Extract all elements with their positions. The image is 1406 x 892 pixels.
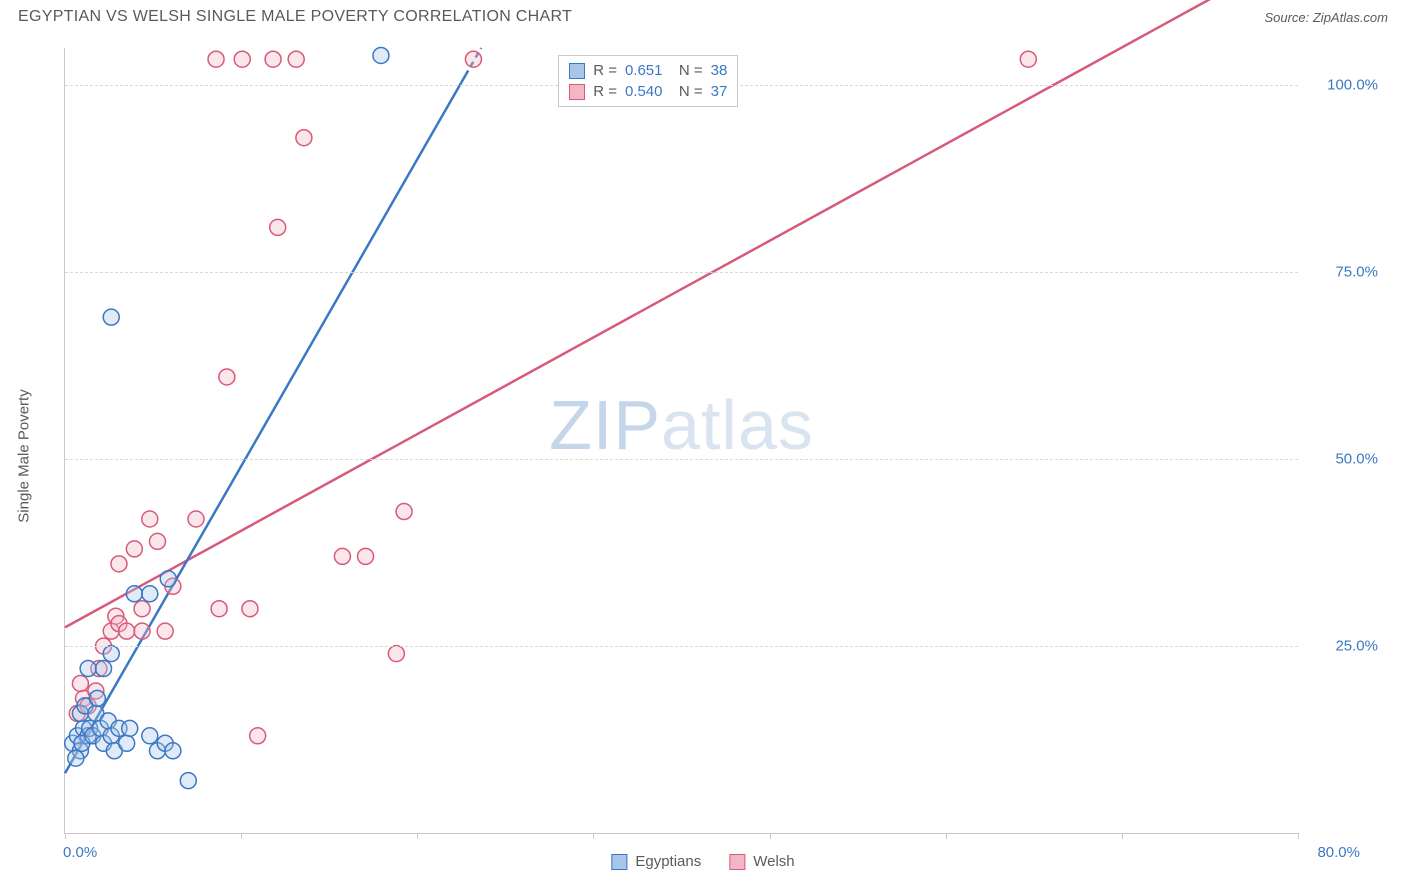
r-value-welsh: 0.540 <box>625 83 663 100</box>
x-tick <box>1298 833 1299 839</box>
r-value-egyptians: 0.651 <box>625 62 663 79</box>
x-tick-label-min: 0.0% <box>63 844 97 861</box>
chart-container: Single Male Poverty ZIPatlas 25.0%50.0%7… <box>18 38 1388 874</box>
x-tick <box>946 833 947 839</box>
legend-swatch-egyptians <box>611 854 627 870</box>
gridline-h <box>65 459 1298 460</box>
gridline-h <box>65 646 1298 647</box>
y-tick-label: 100.0% <box>1308 77 1378 94</box>
y-tick-label: 50.0% <box>1308 451 1378 468</box>
x-tick <box>417 833 418 839</box>
x-tick <box>241 833 242 839</box>
y-tick-label: 25.0% <box>1308 638 1378 655</box>
x-tick <box>770 833 771 839</box>
n-value-egyptians: 38 <box>711 62 728 79</box>
x-tick <box>593 833 594 839</box>
x-tick <box>1122 833 1123 839</box>
y-tick-label: 75.0% <box>1308 264 1378 281</box>
x-tick-label-max: 80.0% <box>1317 844 1360 861</box>
legend-swatch-welsh-top <box>569 84 585 100</box>
legend-swatch-egyptians-top <box>569 63 585 79</box>
correlation-legend: R = 0.651 N = 38 R = 0.540 N = 37 <box>558 55 738 107</box>
source-attribution: Source: ZipAtlas.com <box>1264 10 1388 25</box>
n-value-welsh: 37 <box>711 83 728 100</box>
legend-row-welsh: R = 0.540 N = 37 <box>569 81 727 102</box>
gridline-h <box>65 272 1298 273</box>
x-tick <box>65 833 66 839</box>
legend-label-welsh: Welsh <box>753 853 794 870</box>
legend-item-egyptians: Egyptians <box>611 853 701 870</box>
legend-bottom: Egyptians Welsh <box>611 853 794 870</box>
legend-swatch-welsh <box>729 854 745 870</box>
chart-title: EGYPTIAN VS WELSH SINGLE MALE POVERTY CO… <box>18 8 572 26</box>
legend-label-egyptians: Egyptians <box>635 853 701 870</box>
legend-item-welsh: Welsh <box>729 853 794 870</box>
legend-row-egyptians: R = 0.651 N = 38 <box>569 60 727 81</box>
y-axis-label: Single Male Poverty <box>16 389 33 522</box>
plot-area: ZIPatlas 25.0%50.0%75.0%100.0%0.0%80.0% … <box>64 48 1298 834</box>
